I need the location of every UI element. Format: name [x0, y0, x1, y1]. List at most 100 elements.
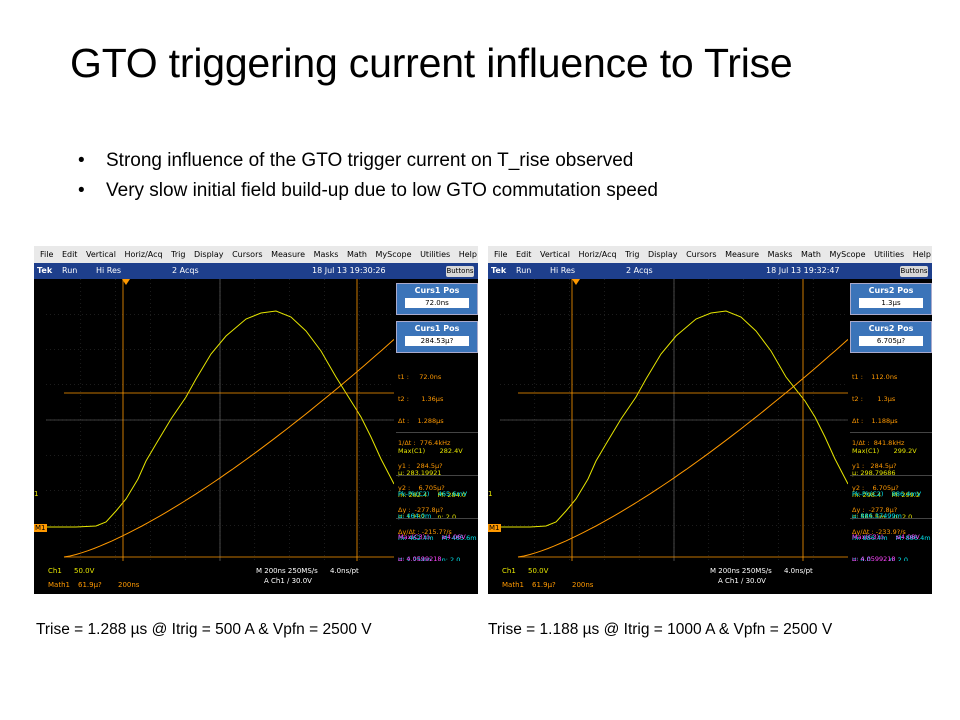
menu-item[interactable]: Measure: [725, 250, 760, 259]
trigger-setting[interactable]: A Ch1 ∕ 30.0V: [718, 577, 766, 585]
meas-line: σ: 2.254m n: 2.0: [398, 557, 478, 565]
meas-line: Max(C1) 282.4V: [398, 446, 463, 455]
cursor-pos-value[interactable]: 1.3μs: [859, 298, 923, 308]
bullet-item: • Strong influence of the GTO trigger cur…: [78, 146, 658, 176]
bullet-text: Strong influence of the GTO trigger curr…: [106, 150, 634, 171]
math-time: 200ns: [572, 581, 594, 589]
readout-line: Δt : 1.188μs: [852, 417, 898, 426]
bullet-list: • Strong influence of the GTO trigger cur…: [78, 146, 658, 206]
readout-line: Δy : -277.8μ?: [852, 506, 898, 515]
buttons-toggle[interactable]: Buttons: [900, 266, 928, 277]
trigger-setting[interactable]: A Ch1 ∕ 30.0V: [264, 577, 312, 585]
meas-line: μ: 4.0599218: [398, 555, 442, 564]
math-label[interactable]: Math1: [502, 581, 524, 589]
meas-line: m: 462.4m M: 465.6m: [398, 534, 477, 543]
measurement-pkpk-c2[interactable]: Pk-Pk(C2) 886.4mV μ: 886.37499m m: 886.4…: [850, 475, 932, 580]
readout-line: t1 : 72.0ns: [398, 372, 442, 381]
cursor-pos-label: Curs1 Pos: [414, 286, 460, 295]
scope-status-bar: Tek Run Hi Res 2 Acqs 18 Jul 13 19:30:26…: [34, 263, 478, 279]
cursor-position-control-top[interactable]: Curs2 Pos 1.3μs: [850, 283, 932, 315]
menu-item[interactable]: Vertical: [85, 250, 116, 259]
record-resolution: 4.0ns/pt: [784, 567, 813, 575]
meas-line: σ: 563.5m n: 2.0: [852, 513, 913, 522]
menu-item[interactable]: Trig: [625, 250, 640, 259]
meas-line: μ: 886.37499m: [852, 512, 902, 521]
menu-item[interactable]: Cursors: [686, 250, 717, 259]
meas-line: μ: 283.19921: [398, 469, 442, 478]
readout-line: Δy/Δt : -233.9?/s: [852, 528, 906, 537]
meas-line: m: 298.4 M: 299.2: [852, 491, 920, 500]
menu-item[interactable]: Measure: [271, 250, 306, 259]
cursor-pos-value[interactable]: 6.705μ?: [859, 336, 923, 346]
cursor-pos-value[interactable]: 72.0ns: [405, 298, 469, 308]
math-time: 200ns: [118, 581, 140, 589]
menu-item[interactable]: Math: [800, 250, 821, 259]
scope-bottom-bar: Ch1 50.0V Math1 61.9μ? 200ns M 200ns 250…: [34, 561, 478, 594]
measurement-pkpk-c2[interactable]: Pk-Pk(C2) 465.6mV μ: 464.0m m: 462.4m M:…: [396, 475, 478, 580]
bullet-item: • Very slow initial field build-up due to…: [78, 176, 658, 206]
ch1-scale-value[interactable]: 50.0V: [74, 567, 95, 575]
datetime: 18 Jul 13 19:30:26: [312, 266, 386, 275]
horizontal-scale[interactable]: M 200ns 250MS/s: [710, 567, 772, 575]
meas-line: μ: 298.79686: [852, 469, 896, 478]
menu-item[interactable]: Utilities: [874, 250, 905, 259]
cursor-position-control-bottom[interactable]: Curs1 Pos 284.53μ?: [396, 321, 478, 353]
meas-line: Pk-Pk(C2) 886.4mV: [852, 489, 922, 498]
meas-line: Pk-Pk(C2) 465.6mV: [398, 489, 468, 498]
scope-menu-bar: File Edit Vertical Horiz/Acq Trig Displa…: [34, 246, 478, 263]
run-status: Run: [62, 266, 78, 275]
trigger-position-marker: [572, 279, 580, 285]
menu-item[interactable]: Help: [912, 250, 931, 259]
menu-item[interactable]: Trig: [171, 250, 186, 259]
menu-item[interactable]: Edit: [61, 250, 78, 259]
datetime: 18 Jul 13 19:32:47: [766, 266, 840, 275]
ch2-waveform: [63, 339, 394, 558]
waveform-display: [46, 279, 394, 561]
menu-item[interactable]: Math: [346, 250, 367, 259]
menu-item[interactable]: Help: [458, 250, 477, 259]
menu-item[interactable]: Display: [648, 250, 678, 259]
menu-item[interactable]: Horiz/Acq: [578, 250, 617, 259]
menu-item[interactable]: Masks: [767, 250, 793, 259]
readout-line: 1/Δt : 841.8kHz: [852, 439, 905, 448]
menu-item[interactable]: File: [40, 250, 54, 259]
menu-item[interactable]: Horiz/Acq: [124, 250, 163, 259]
menu-item[interactable]: Edit: [515, 250, 532, 259]
cursor-position-control-bottom[interactable]: Curs2 Pos 6.705μ?: [850, 321, 932, 353]
trigger-position-marker: [122, 279, 130, 285]
menu-item[interactable]: Display: [194, 250, 224, 259]
caption-left: Trise = 1.288 µs @ Itrig = 500 A & Vpfn …: [36, 621, 372, 638]
cursor-position-control-top[interactable]: Curs1 Pos 72.0ns: [396, 283, 478, 315]
bullet-text: Very slow initial field build-up due to …: [106, 180, 658, 201]
readout-line: Δy : -277.8μ?: [398, 506, 444, 515]
brand-logo: Tek: [37, 266, 53, 275]
math-value: 61.9μ?: [78, 581, 102, 589]
horizontal-scale[interactable]: M 200ns 250MS/s: [256, 567, 318, 575]
ch1-scale-value[interactable]: 50.0V: [528, 567, 549, 575]
waveform-display: [500, 279, 848, 561]
meas-line: m: 282.4 M: 284.0: [398, 491, 466, 500]
bullet-glyph: •: [78, 180, 85, 201]
buttons-toggle[interactable]: Buttons: [446, 266, 474, 277]
measurement-max-c1[interactable]: Max(C1) 299.2V μ: 298.79686 m: 298.4 M: …: [850, 432, 932, 537]
menu-item[interactable]: Cursors: [232, 250, 263, 259]
meas-line: μ: 464.0m: [398, 512, 432, 521]
menu-item[interactable]: Masks: [313, 250, 339, 259]
meas-line: σ: 0.0 n: 2.0: [852, 557, 932, 565]
readout-line: 1/Δt : 776.4kHz: [398, 439, 451, 448]
math-label[interactable]: Math1: [48, 581, 70, 589]
readout-line: t2 : 1.36μs: [398, 395, 444, 404]
ch1-scale-label[interactable]: Ch1: [502, 567, 516, 575]
menu-item[interactable]: Vertical: [539, 250, 570, 259]
menu-item[interactable]: File: [494, 250, 508, 259]
ch1-scale-label[interactable]: Ch1: [48, 567, 62, 575]
acq-mode: Hi Res: [550, 266, 576, 275]
menu-item[interactable]: MyScope: [375, 250, 412, 259]
cursor-pos-label: Curs1 Pos: [414, 324, 460, 333]
cursor-readouts: t1 : 72.0ns t2 : 1.36μs Δt : 1.288μs 1/Δ…: [398, 359, 452, 552]
cursor-pos-value[interactable]: 284.53μ?: [405, 336, 469, 346]
measurement-max-c1[interactable]: Max(C1) 282.4V μ: 283.19921 m: 282.4 M: …: [396, 432, 478, 537]
menu-item[interactable]: MyScope: [829, 250, 866, 259]
readout-line: y1 : 284.5μ?: [398, 461, 443, 470]
menu-item[interactable]: Utilities: [420, 250, 451, 259]
